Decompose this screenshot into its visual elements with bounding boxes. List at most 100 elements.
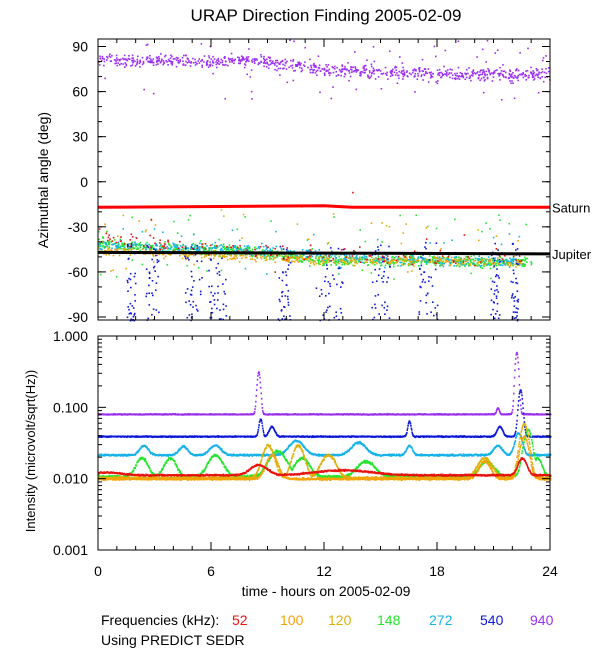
data-point xyxy=(243,58,246,61)
data-point xyxy=(486,39,489,42)
data-point xyxy=(439,259,442,261)
data-point xyxy=(324,276,327,278)
data-point xyxy=(361,71,364,73)
data-point xyxy=(545,68,547,70)
data-point xyxy=(335,315,338,317)
data-point xyxy=(502,64,504,66)
data-point xyxy=(176,244,179,246)
data-point xyxy=(376,238,379,241)
data-point xyxy=(493,301,495,304)
data-point xyxy=(515,249,517,251)
data-point xyxy=(542,59,544,62)
data-point xyxy=(424,281,426,284)
data-point xyxy=(216,66,218,69)
data-point xyxy=(182,253,184,256)
data-point xyxy=(245,256,248,259)
data-point xyxy=(520,259,522,261)
data-point xyxy=(148,272,151,275)
data-point xyxy=(418,311,421,313)
data-point xyxy=(217,299,219,301)
data-point xyxy=(351,71,353,73)
data-point xyxy=(120,247,122,250)
data-point xyxy=(329,72,332,74)
data-point xyxy=(520,404,522,407)
data-point xyxy=(128,243,131,245)
data-point xyxy=(387,262,390,264)
data-point xyxy=(382,259,385,261)
data-point xyxy=(463,264,466,266)
data-point xyxy=(298,257,300,260)
data-point xyxy=(119,238,122,241)
data-point xyxy=(260,386,262,389)
data-point xyxy=(98,243,100,245)
data-point xyxy=(330,247,332,249)
data-point xyxy=(236,257,238,259)
data-point xyxy=(256,434,258,436)
data-point xyxy=(284,254,287,256)
data-point xyxy=(406,70,408,72)
data-point xyxy=(240,59,243,62)
data-point xyxy=(518,262,521,264)
data-point xyxy=(493,72,496,74)
data-point xyxy=(424,68,427,70)
data-point xyxy=(106,244,108,247)
data-point xyxy=(346,263,349,266)
data-point xyxy=(533,76,535,78)
data-point xyxy=(179,240,181,243)
data-point xyxy=(297,61,299,64)
data-point xyxy=(366,261,368,263)
data-point xyxy=(309,68,311,71)
data-point xyxy=(476,262,479,264)
data-point xyxy=(511,261,514,264)
data-point xyxy=(350,66,353,69)
data-point xyxy=(478,239,480,242)
data-point xyxy=(495,297,498,299)
data-point xyxy=(356,262,358,265)
data-point xyxy=(257,428,260,431)
data-point xyxy=(261,422,263,424)
data-point xyxy=(209,316,212,319)
data-point xyxy=(175,59,178,61)
data-point xyxy=(330,264,332,266)
data-point xyxy=(224,255,226,258)
data-point xyxy=(384,66,387,69)
data-point xyxy=(451,239,453,241)
data-point xyxy=(242,59,245,61)
data-point xyxy=(161,253,164,256)
data-point xyxy=(434,259,437,262)
data-point xyxy=(346,68,348,70)
data-point xyxy=(517,263,519,265)
data-point xyxy=(177,57,179,59)
data-point xyxy=(541,68,543,70)
data-point xyxy=(390,69,392,72)
data-point xyxy=(186,264,188,267)
data-point xyxy=(330,250,333,252)
data-point xyxy=(433,257,435,259)
data-point xyxy=(246,246,248,249)
data-point xyxy=(323,68,326,71)
data-point xyxy=(512,82,514,84)
data-point xyxy=(425,260,427,263)
data-point xyxy=(126,316,129,319)
data-point xyxy=(267,67,270,70)
data-point xyxy=(258,62,260,64)
data-point xyxy=(442,260,444,263)
data-point xyxy=(320,288,323,291)
data-point xyxy=(213,249,215,252)
data-point xyxy=(310,262,312,264)
data-point xyxy=(293,40,295,43)
data-point xyxy=(378,69,380,72)
data-point xyxy=(303,64,305,66)
data-point xyxy=(352,264,354,267)
data-point xyxy=(284,258,286,260)
data-point xyxy=(223,290,225,293)
data-point xyxy=(129,272,132,275)
data-point xyxy=(339,307,342,310)
data-point xyxy=(468,67,470,69)
data-point xyxy=(141,248,144,251)
data-point xyxy=(124,66,126,68)
data-point xyxy=(403,260,406,263)
data-point xyxy=(231,61,233,63)
data-point xyxy=(455,257,457,259)
